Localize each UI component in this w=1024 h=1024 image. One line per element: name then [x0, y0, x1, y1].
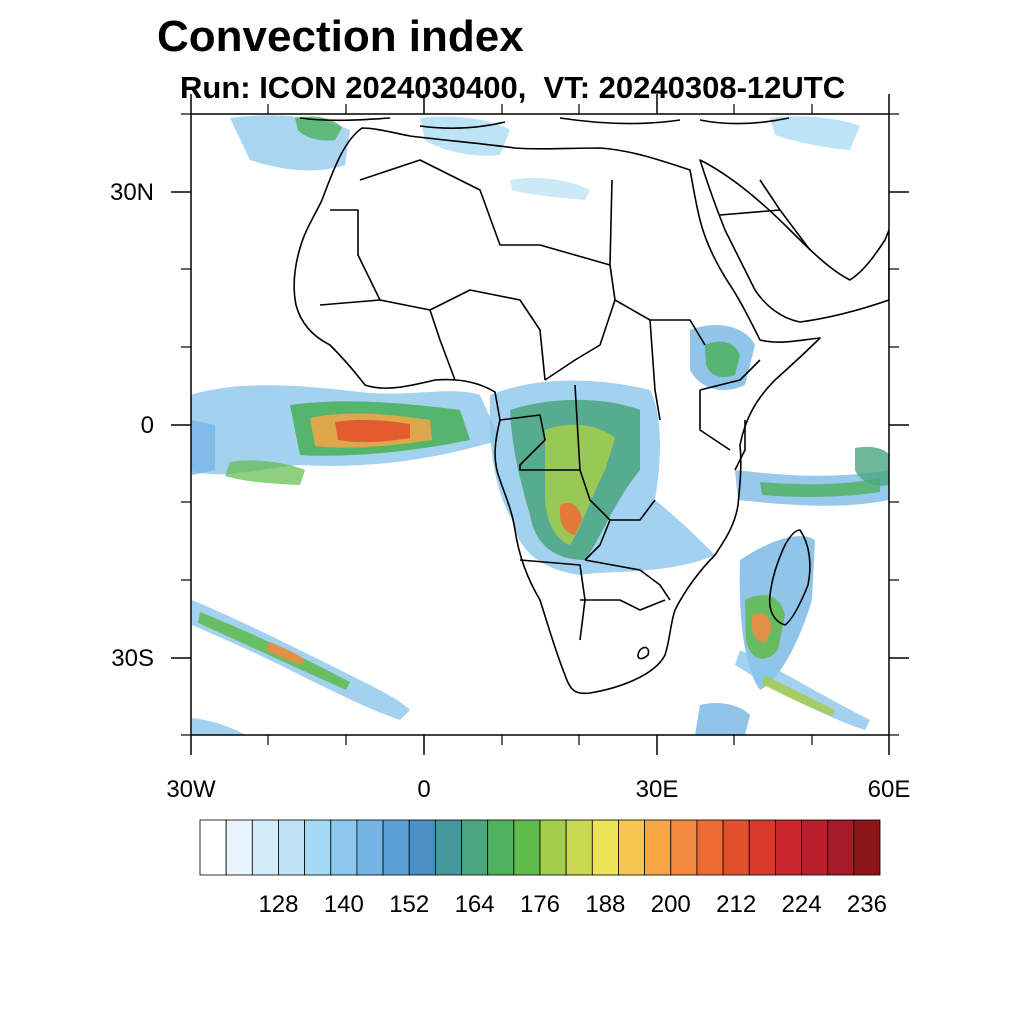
field-sw-atlantic-hot [266, 642, 305, 665]
field-south-streak [695, 703, 750, 735]
field-central-red [560, 503, 582, 535]
lat-label-30n: 30N [110, 179, 154, 206]
field-atlantic-south [225, 460, 305, 485]
colorbar-swatch [827, 819, 855, 876]
arabia-coastline [699, 159, 889, 323]
colorbar-swatch [644, 819, 672, 876]
field-north-central [420, 116, 510, 156]
colorbar-swatch [565, 819, 593, 876]
colorbar-swatch [853, 819, 881, 876]
colorbar-swatch [330, 819, 358, 876]
colorbar-swatch [748, 819, 776, 876]
lat-label-30s: 30S [111, 645, 154, 672]
lon-label-0: 0 [417, 776, 430, 803]
field-sw-indian-streak [735, 650, 870, 730]
field-ethiopia-core [705, 341, 740, 378]
lat-label-0: 0 [141, 412, 154, 439]
colorbar-swatch [382, 819, 410, 876]
border-central [499, 384, 656, 561]
colorbar-swatch [487, 819, 515, 876]
colorbar-swatch [513, 819, 541, 876]
colorbar-swatch [801, 819, 829, 876]
colorbar-swatch [774, 819, 802, 876]
border-horn [699, 359, 761, 471]
colorbar-swatch [539, 819, 567, 876]
border-southern [519, 559, 671, 660]
colorbar-swatch [408, 819, 436, 876]
colorbar-label: 200 [651, 891, 691, 918]
field-sahara-streak [510, 178, 590, 200]
field-indian-core [760, 478, 880, 497]
colorbar-label: 224 [782, 891, 822, 918]
colorbar-swatch [722, 819, 750, 876]
convection-field [191, 115, 889, 735]
lon-label-30e: 30E [636, 776, 679, 803]
colorbar-swatch [461, 819, 489, 876]
colorbar-swatch [670, 819, 698, 876]
colorbar-label: 188 [585, 891, 625, 918]
border-arabia [719, 179, 811, 251]
colorbar-label: 176 [520, 891, 560, 918]
colorbar-swatch [278, 819, 306, 876]
colorbar-swatch [356, 819, 384, 876]
colorbar-label: 140 [324, 891, 364, 918]
africa-coastline [293, 127, 821, 695]
field-east-north [770, 116, 860, 150]
colorbar-swatch [591, 819, 619, 876]
colorbar-swatch [304, 819, 332, 876]
colorbar-label: 152 [389, 891, 429, 918]
madagascar-coastline [768, 529, 811, 626]
border-west-africa [319, 209, 546, 381]
colorbar-swatch [434, 819, 462, 876]
lon-label-60e: 60E [868, 776, 911, 803]
map-subtitle: Run: ICON 2024030400, VT: 20240308-12UTC [180, 70, 846, 105]
colorbar-label: 236 [847, 891, 887, 918]
lon-minor-ticks [267, 104, 813, 745]
field-north-core [295, 116, 342, 141]
lon-label-30w: 30W [166, 776, 216, 803]
colorbar-label: 212 [716, 891, 756, 918]
field-madagascar-hot [752, 613, 772, 643]
field-sw-indian-core [762, 675, 835, 716]
field-atlantic-red [335, 419, 410, 443]
lon-major-ticks [190, 94, 890, 755]
coastlines [293, 117, 889, 695]
field-sw-corner [192, 718, 245, 735]
colorbar-swatch [696, 819, 724, 876]
field-indian-east [855, 446, 889, 486]
colorbar-swatch [225, 819, 253, 876]
lat-minor-ticks [181, 113, 899, 736]
map-title: Convection index [157, 12, 524, 61]
colorbar-swatch [199, 819, 227, 876]
europe-coastline [299, 117, 790, 129]
lat-major-ticks [171, 191, 909, 659]
field-atlantic-west [192, 420, 215, 475]
colorbar-label: 164 [455, 891, 495, 918]
colorbar-swatch [618, 819, 646, 876]
border-east [544, 299, 706, 421]
colorbar-label: 128 [258, 891, 298, 918]
colorbar: 128 140 152 164 176 188 200 212 224 236 [199, 819, 887, 918]
colorbar-swatch [251, 819, 279, 876]
border-sahara [359, 159, 616, 301]
